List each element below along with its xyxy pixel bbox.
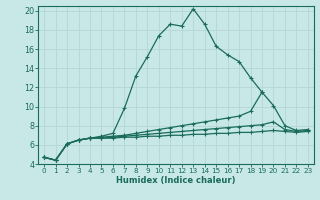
X-axis label: Humidex (Indice chaleur): Humidex (Indice chaleur) [116,176,236,185]
